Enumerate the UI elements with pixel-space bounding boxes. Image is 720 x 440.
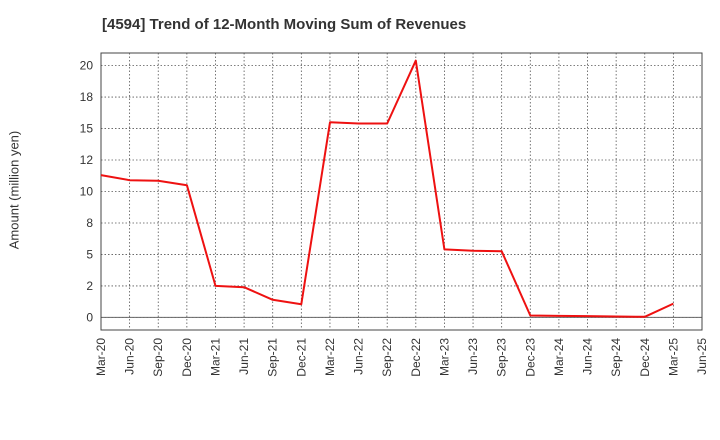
- y-tick-label: 20: [80, 59, 94, 73]
- y-tick-label: 18: [80, 90, 94, 104]
- y-tick-label: 10: [80, 185, 94, 199]
- y-tick-label: 5: [86, 247, 93, 261]
- x-tick-label: Mar-21: [208, 338, 222, 376]
- x-tick-label: Jun-22: [352, 338, 366, 375]
- y-tick-label: 8: [86, 216, 93, 230]
- x-tick-label: Jun-23: [466, 338, 480, 375]
- x-tick-label: Sep-21: [266, 338, 280, 377]
- plot-area: [101, 53, 702, 330]
- chart-title: [4594] Trend of 12-Month Moving Sum of R…: [102, 16, 467, 33]
- x-tick-label: Mar-22: [323, 338, 337, 376]
- x-tick-label: Dec-23: [523, 338, 537, 377]
- x-tick-label: Dec-20: [180, 338, 194, 377]
- x-tick-label: Dec-21: [294, 338, 308, 377]
- x-tick-label: Jun-20: [123, 338, 137, 375]
- x-tick-label: Jun-25: [695, 338, 709, 375]
- y-tick-label: 0: [86, 310, 93, 324]
- x-tick-label: Sep-22: [380, 338, 394, 377]
- plot-frame: [100, 52, 703, 331]
- series-line: [100, 59, 674, 318]
- y-tick-label: 2: [86, 279, 93, 293]
- x-tick-label: Dec-22: [409, 338, 423, 377]
- x-tick-label: Mar-24: [552, 338, 566, 376]
- x-tick-label: Dec-24: [638, 338, 652, 377]
- x-tick-label: Sep-24: [609, 338, 623, 377]
- x-tick-label: Sep-23: [495, 338, 509, 377]
- x-tick-label: Jun-24: [581, 338, 595, 375]
- x-tick-label: Mar-23: [437, 338, 451, 376]
- x-tick-label: Mar-20: [94, 338, 108, 376]
- x-tick-label: Jun-21: [237, 338, 251, 375]
- x-tick-label: Mar-25: [666, 338, 680, 376]
- y-tick-label: 15: [80, 122, 94, 136]
- y-tick-label: 12: [80, 153, 94, 167]
- x-tick-label: Sep-20: [151, 338, 165, 377]
